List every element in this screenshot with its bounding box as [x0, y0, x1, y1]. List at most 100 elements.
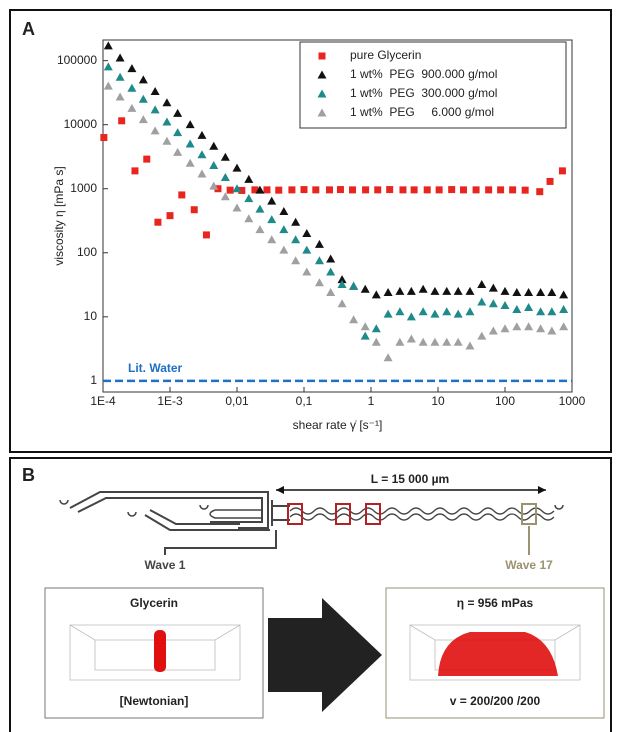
data-point [291, 235, 301, 244]
panel-label: B [22, 465, 35, 485]
wave-label: Wave 17 [505, 558, 553, 572]
data-point [209, 161, 219, 170]
data-point [326, 287, 336, 296]
panel-a-frame [9, 9, 612, 453]
reference-label: Lit. Water [128, 361, 183, 375]
connector [164, 530, 277, 555]
data-point [418, 307, 428, 316]
plot-frame [102, 39, 573, 393]
wave-label: Wave 1 [145, 558, 186, 572]
data-point [547, 307, 557, 316]
data-point [302, 228, 312, 237]
wave-box [335, 503, 351, 525]
data-point [197, 150, 207, 159]
data-point [150, 105, 160, 114]
data-point [291, 217, 301, 226]
panel-label: A [22, 19, 35, 39]
y-tick-label: 10 [84, 309, 98, 323]
data-point [150, 86, 160, 95]
data-point [500, 301, 510, 310]
data-point [459, 186, 467, 194]
data-point [395, 337, 405, 346]
data-point [395, 307, 405, 316]
data-point [138, 115, 148, 124]
data-point [178, 191, 186, 199]
data-point [337, 299, 347, 308]
data-point [127, 64, 137, 73]
data-point [220, 192, 230, 201]
data-point [485, 186, 493, 194]
x-axis-label: shear rate γ̇ [s⁻¹] [293, 418, 383, 432]
legend-box [299, 41, 567, 129]
data-point [202, 231, 210, 239]
data-point [349, 281, 359, 290]
data-point [371, 290, 381, 299]
data-point [312, 186, 320, 194]
legend-marker [317, 89, 327, 98]
data-point [383, 353, 393, 362]
data-point [103, 41, 113, 50]
data-point [173, 128, 183, 137]
data-point [360, 322, 370, 331]
data-point [255, 204, 265, 213]
legend-label: 1 wt% PEG 300.000 g/mol [350, 86, 497, 100]
data-point [162, 98, 172, 107]
data-point [251, 186, 259, 194]
data-point [410, 186, 418, 194]
data-point [349, 186, 357, 194]
data-point [448, 186, 456, 194]
data-point [185, 120, 195, 129]
data-point [300, 186, 308, 194]
y-tick-label: 1 [90, 373, 97, 387]
legend-label: pure Glycerin [350, 48, 421, 62]
data-point [512, 287, 522, 296]
data-point [406, 312, 416, 321]
channel-schematic [59, 491, 564, 531]
data-point [488, 283, 498, 292]
data-point [214, 185, 222, 193]
flow-blob [154, 630, 166, 672]
data-point [418, 284, 428, 293]
data-point [477, 331, 487, 340]
data-point [263, 186, 271, 194]
big-arrow [268, 598, 382, 712]
data-point [197, 169, 207, 178]
data-point [115, 72, 125, 81]
data-point [154, 218, 162, 226]
channel [69, 491, 269, 529]
data-point [255, 185, 265, 194]
data-point [442, 337, 452, 346]
data-point [103, 62, 113, 71]
data-point [536, 307, 546, 316]
legend-marker [318, 52, 326, 60]
data-point [302, 245, 312, 254]
data-point [430, 309, 440, 318]
data-point [314, 278, 324, 287]
data-point [279, 225, 289, 234]
data-point [418, 337, 428, 346]
data-point [442, 307, 452, 316]
data-point [371, 337, 381, 346]
data-point [118, 117, 126, 125]
wave-box [365, 503, 381, 525]
data-point [162, 136, 172, 145]
data-point [209, 181, 219, 190]
data-point [423, 186, 431, 194]
legend-label: 1 wt% PEG 6.000 g/mol [350, 105, 494, 119]
data-point [279, 207, 289, 216]
data-point [536, 287, 546, 296]
x-tick-label: 0,01 [225, 394, 249, 408]
data-point [185, 158, 195, 167]
data-point [238, 186, 246, 194]
box-caption: v = 200/200 /200 [450, 694, 541, 708]
data-point [559, 305, 569, 314]
data-point [267, 235, 277, 244]
data-point [465, 286, 475, 295]
data-point [477, 297, 487, 306]
data-point [244, 174, 254, 183]
x-tick-label: 1E-4 [90, 394, 116, 408]
data-point [512, 305, 522, 314]
wave-box [521, 503, 537, 525]
data-point [524, 287, 534, 296]
